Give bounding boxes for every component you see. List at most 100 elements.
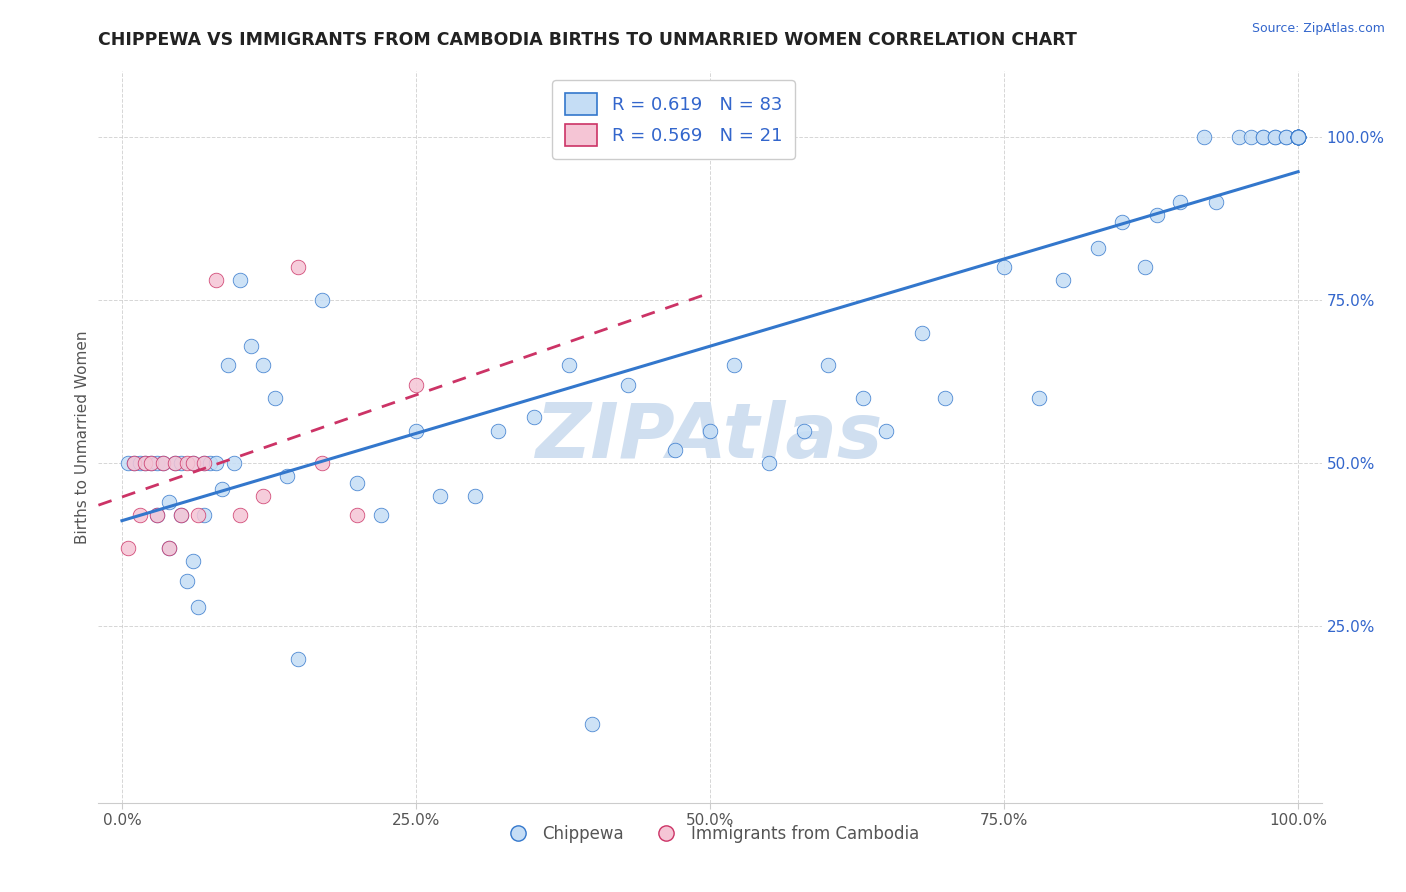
Point xyxy=(1192,129,1215,144)
Point xyxy=(170,508,193,523)
Text: ZIPAtlas: ZIPAtlas xyxy=(536,401,884,474)
Point xyxy=(287,260,309,275)
Point xyxy=(152,456,174,470)
Point xyxy=(852,391,875,405)
Point xyxy=(128,508,150,523)
Point xyxy=(1286,129,1309,144)
Point xyxy=(429,489,451,503)
Point xyxy=(1286,129,1309,144)
Point xyxy=(1264,129,1286,144)
Point xyxy=(911,326,934,340)
Point xyxy=(128,456,150,470)
Point xyxy=(152,456,174,470)
Point xyxy=(486,424,509,438)
Point xyxy=(346,508,368,523)
Point xyxy=(1111,214,1133,228)
Point xyxy=(1286,129,1309,144)
Point xyxy=(198,456,221,470)
Point xyxy=(163,456,186,470)
Point xyxy=(1286,129,1309,144)
Point xyxy=(117,541,139,555)
Point xyxy=(228,273,250,287)
Point xyxy=(1275,129,1298,144)
Point xyxy=(370,508,392,523)
Point xyxy=(1286,129,1309,144)
Point xyxy=(205,273,228,287)
Y-axis label: Births to Unmarried Women: Births to Unmarried Women xyxy=(75,330,90,544)
Point xyxy=(616,377,638,392)
Point xyxy=(146,456,169,470)
Point xyxy=(758,456,780,470)
Point xyxy=(1286,129,1309,144)
Point xyxy=(581,717,603,731)
Point xyxy=(1286,129,1309,144)
Point xyxy=(170,508,193,523)
Point xyxy=(1286,129,1309,144)
Point xyxy=(464,489,486,503)
Legend: Chippewa, Immigrants from Cambodia: Chippewa, Immigrants from Cambodia xyxy=(495,818,925,849)
Point xyxy=(141,456,163,470)
Point xyxy=(176,456,198,470)
Point xyxy=(193,508,215,523)
Point xyxy=(875,424,897,438)
Point xyxy=(228,508,250,523)
Point xyxy=(346,475,368,490)
Point xyxy=(122,456,145,470)
Point xyxy=(1135,260,1157,275)
Point xyxy=(1227,129,1250,144)
Point xyxy=(181,456,204,470)
Point xyxy=(1264,129,1286,144)
Point xyxy=(1286,129,1309,144)
Point xyxy=(1286,129,1309,144)
Point xyxy=(176,574,198,588)
Point xyxy=(217,358,239,372)
Point xyxy=(252,358,274,372)
Point xyxy=(817,358,839,372)
Point xyxy=(1251,129,1274,144)
Point xyxy=(157,541,180,555)
Point xyxy=(141,456,163,470)
Point xyxy=(405,377,427,392)
Point xyxy=(993,260,1015,275)
Point xyxy=(1251,129,1274,144)
Point xyxy=(1286,129,1309,144)
Point xyxy=(287,652,309,666)
Point xyxy=(1205,194,1227,209)
Point xyxy=(1286,129,1309,144)
Point xyxy=(187,599,209,614)
Point xyxy=(157,541,180,555)
Point xyxy=(181,456,204,470)
Point xyxy=(263,391,285,405)
Point xyxy=(187,508,209,523)
Point xyxy=(181,554,204,568)
Point xyxy=(117,456,139,470)
Point xyxy=(664,443,686,458)
Point xyxy=(163,456,186,470)
Point xyxy=(1240,129,1263,144)
Point xyxy=(934,391,956,405)
Point xyxy=(1286,129,1309,144)
Point xyxy=(1146,208,1168,222)
Point xyxy=(122,456,145,470)
Point xyxy=(170,456,193,470)
Point xyxy=(1275,129,1298,144)
Point xyxy=(134,456,156,470)
Point xyxy=(276,469,298,483)
Point xyxy=(1286,129,1309,144)
Point xyxy=(1170,194,1192,209)
Point xyxy=(699,424,721,438)
Point xyxy=(1028,391,1050,405)
Point xyxy=(311,456,333,470)
Point xyxy=(523,410,546,425)
Point xyxy=(193,456,215,470)
Point xyxy=(558,358,581,372)
Point xyxy=(146,508,169,523)
Point xyxy=(723,358,745,372)
Point xyxy=(252,489,274,503)
Point xyxy=(1087,241,1109,255)
Point xyxy=(193,456,215,470)
Point xyxy=(1052,273,1074,287)
Point xyxy=(157,495,180,509)
Text: CHIPPEWA VS IMMIGRANTS FROM CAMBODIA BIRTHS TO UNMARRIED WOMEN CORRELATION CHART: CHIPPEWA VS IMMIGRANTS FROM CAMBODIA BIR… xyxy=(98,31,1077,49)
Point xyxy=(240,338,263,352)
